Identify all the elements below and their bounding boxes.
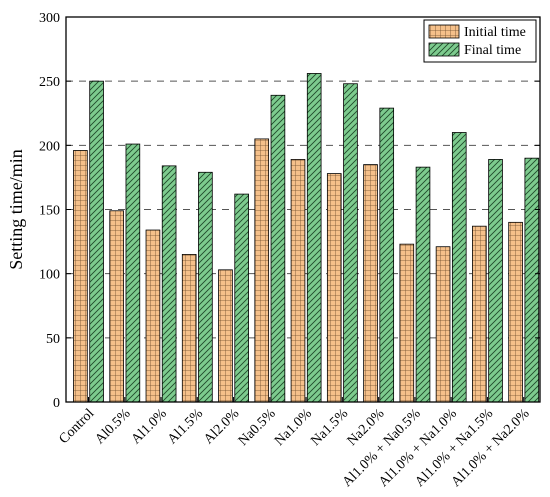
bar-initial-time-al0-5 (109, 210, 124, 403)
bar-initial-time-al2-0 (218, 269, 233, 403)
x-tick-label-al1-0: Al1.0% (129, 406, 170, 447)
x-axis: ControlAl0.5%Al1.0%Al1.5%Al2.0%Na0.5%Na1… (56, 397, 533, 490)
y-axis-title: Setting time/min (6, 149, 26, 270)
bar-final-time-na1-5 (343, 83, 358, 403)
bar-final-time-al2-0 (234, 193, 249, 403)
legend-label-initial-time: Initial time (464, 25, 526, 40)
bar-final-time-al0-5 (125, 143, 141, 403)
x-tick-label-al1-5: Al1.5% (165, 406, 206, 447)
bar-final-time-al1-0-na1-0 (451, 132, 467, 403)
x-tick-label-na1-0: Na1.0% (272, 406, 315, 449)
bar-initial-time-na2-0 (363, 164, 378, 403)
bars (73, 73, 540, 403)
legend-label-final-time: Final time (464, 43, 521, 58)
x-tick-label-al0-5: Al0.5% (92, 406, 133, 447)
y-tick-label: 300 (39, 11, 60, 26)
bar-final-time-al1-0-na0-5 (415, 166, 431, 403)
x-tick-label-control: Control (56, 406, 97, 447)
bar-initial-time-al1-0-na1-0 (435, 246, 451, 403)
bar-initial-time-al1-0-na1-5 (472, 225, 487, 403)
y-tick-label: 50 (46, 332, 60, 347)
bar-final-time-al1-0 (161, 165, 177, 403)
y-tick-label: 250 (39, 75, 60, 90)
bar-initial-time-na1-0 (290, 159, 306, 403)
y-axis: 0 50 100 150 200 250 300 (39, 11, 540, 411)
x-tick-label-na0-5: Na0.5% (236, 406, 279, 449)
bar-final-time-na0-5 (270, 94, 286, 403)
y-tick-label: 100 (39, 268, 60, 283)
bar-initial-time-al1-0-na0-5 (399, 243, 415, 403)
bar-initial-time-na1-5 (326, 173, 342, 403)
x-tick-label-al2-0: Al2.0% (201, 406, 242, 447)
legend-swatch-final-time (428, 42, 460, 57)
bar-initial-time-na0-5 (254, 138, 270, 403)
bar-initial-time-al1-0 (145, 229, 161, 403)
x-tick-label-na1-5: Na1.5% (308, 406, 351, 449)
y-tick-label: 0 (53, 396, 60, 411)
bar-final-time-control (89, 80, 104, 403)
bar-final-time-na1-0 (306, 73, 322, 403)
bar-final-time-al1-0-na1-5 (488, 159, 503, 403)
bar-final-time-al1-0-na2-0 (524, 157, 540, 403)
bar-initial-time-al1-0-na2-0 (508, 221, 523, 403)
bar-initial-time-al1-5 (181, 254, 197, 403)
bar-final-time-na2-0 (379, 107, 395, 403)
bar-initial-time-control (73, 150, 88, 403)
y-tick-label: 200 (39, 139, 60, 154)
y-tick-label: 150 (39, 204, 60, 219)
legend: Initial time Final time (423, 19, 537, 63)
bar-final-time-al1-5 (198, 171, 213, 403)
legend-swatch-initial-time (428, 24, 460, 39)
